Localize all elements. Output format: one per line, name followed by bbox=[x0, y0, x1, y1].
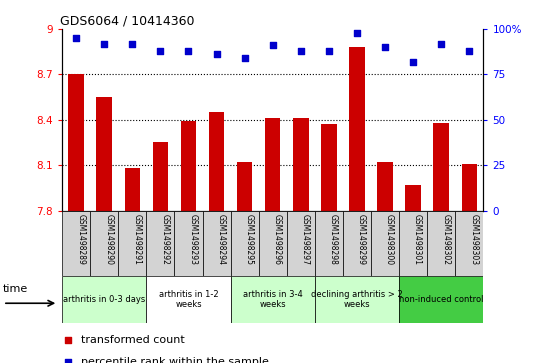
Text: GSM1498292: GSM1498292 bbox=[160, 214, 170, 265]
Point bbox=[240, 55, 249, 61]
Text: arthritis in 1-2
weeks: arthritis in 1-2 weeks bbox=[159, 290, 218, 309]
Bar bbox=[462, 164, 477, 211]
Text: GSM1498294: GSM1498294 bbox=[217, 214, 226, 265]
Bar bbox=[90, 211, 118, 276]
Text: GSM1498290: GSM1498290 bbox=[104, 214, 113, 265]
Text: GSM1498293: GSM1498293 bbox=[188, 214, 198, 265]
Point bbox=[381, 44, 389, 50]
Text: arthritis in 3-4
weeks: arthritis in 3-4 weeks bbox=[243, 290, 302, 309]
Bar bbox=[399, 211, 427, 276]
Bar bbox=[237, 162, 252, 211]
Point bbox=[437, 41, 445, 46]
Bar bbox=[181, 121, 196, 211]
Bar bbox=[259, 211, 287, 276]
Text: GSM1498297: GSM1498297 bbox=[301, 214, 310, 265]
Bar bbox=[125, 168, 140, 211]
Bar bbox=[231, 276, 315, 323]
Point bbox=[268, 42, 277, 48]
Point bbox=[296, 48, 305, 54]
Bar bbox=[153, 142, 168, 211]
Bar bbox=[287, 211, 315, 276]
Bar bbox=[146, 211, 174, 276]
Text: GSM1498291: GSM1498291 bbox=[132, 214, 141, 265]
Text: GSM1498295: GSM1498295 bbox=[245, 214, 254, 265]
Point bbox=[72, 35, 80, 41]
Text: GSM1498296: GSM1498296 bbox=[273, 214, 282, 265]
Bar bbox=[174, 211, 202, 276]
Bar bbox=[315, 276, 399, 323]
Text: arthritis in 0-3 days: arthritis in 0-3 days bbox=[63, 295, 145, 304]
Text: GSM1498300: GSM1498300 bbox=[385, 214, 394, 265]
Text: GSM1498302: GSM1498302 bbox=[441, 214, 450, 265]
Bar bbox=[399, 276, 483, 323]
Point bbox=[353, 30, 361, 36]
Bar bbox=[202, 211, 231, 276]
Point bbox=[156, 48, 165, 54]
Bar bbox=[293, 118, 308, 211]
Text: GSM1498301: GSM1498301 bbox=[413, 214, 422, 265]
Bar bbox=[371, 211, 399, 276]
Bar bbox=[315, 211, 343, 276]
Text: percentile rank within the sample: percentile rank within the sample bbox=[81, 357, 269, 363]
Point bbox=[325, 48, 333, 54]
Point bbox=[100, 41, 109, 46]
Bar bbox=[434, 123, 449, 211]
Bar bbox=[97, 97, 112, 211]
Bar bbox=[69, 74, 84, 211]
Point bbox=[128, 41, 137, 46]
Text: declining arthritis > 2
weeks: declining arthritis > 2 weeks bbox=[311, 290, 403, 309]
Text: GSM1498303: GSM1498303 bbox=[469, 214, 478, 265]
Bar bbox=[349, 47, 364, 211]
Text: transformed count: transformed count bbox=[81, 335, 185, 345]
Text: GSM1498298: GSM1498298 bbox=[329, 214, 338, 265]
Bar bbox=[427, 211, 455, 276]
Bar bbox=[146, 276, 231, 323]
Text: GSM1498289: GSM1498289 bbox=[76, 214, 85, 265]
Bar bbox=[343, 211, 371, 276]
Bar bbox=[265, 118, 280, 211]
Bar bbox=[62, 211, 90, 276]
Bar bbox=[209, 112, 224, 211]
Point bbox=[465, 48, 474, 54]
Bar bbox=[321, 124, 336, 211]
Bar bbox=[118, 211, 146, 276]
Point bbox=[184, 48, 193, 54]
Text: non-induced control: non-induced control bbox=[399, 295, 483, 304]
Text: GDS6064 / 10414360: GDS6064 / 10414360 bbox=[60, 15, 194, 28]
Bar bbox=[455, 211, 483, 276]
Text: time: time bbox=[3, 284, 28, 294]
Text: GSM1498299: GSM1498299 bbox=[357, 214, 366, 265]
Bar bbox=[377, 162, 393, 211]
Bar bbox=[62, 276, 146, 323]
Point bbox=[212, 52, 221, 57]
Point bbox=[64, 337, 73, 343]
Point bbox=[64, 359, 73, 363]
Bar bbox=[406, 185, 421, 211]
Point bbox=[409, 59, 417, 65]
Bar bbox=[231, 211, 259, 276]
